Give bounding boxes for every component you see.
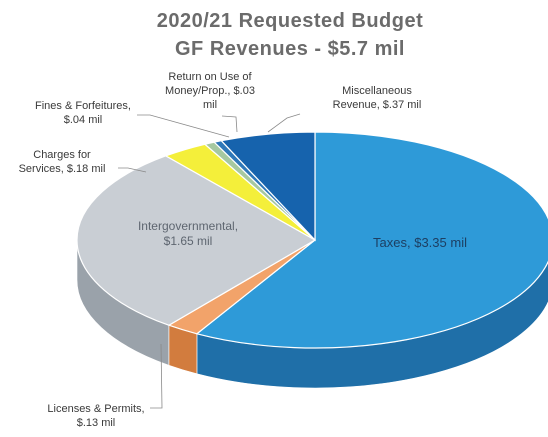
chart-title: 2020/21 Requested Budget: [156, 10, 424, 32]
label-return-on-use: Return on Use of Money/Prop., $.03 mil: [165, 71, 255, 111]
pie-top-faces: [76, 131, 548, 349]
label-licenses: Licenses & Permits, $.13 mil: [47, 403, 145, 429]
leader-charges: [118, 167, 147, 173]
leader-return-on-use: [221, 115, 238, 133]
slice-intergovernmental: [76, 155, 317, 326]
chart-subtitle: GF Revenues - $5.7 mil: [175, 38, 405, 60]
leader-miscellaneous: [267, 113, 301, 133]
leader-licenses: [150, 343, 163, 409]
slice-miscellaneous-revenue: [220, 131, 316, 242]
label-fines: Fines & Forfeitures, $.04 mil: [35, 100, 131, 126]
slice-taxes: [195, 131, 548, 349]
label-miscellaneous: Miscellaneous Revenue, $.37 mil: [332, 85, 422, 111]
label-intergovernmental: Intergovernmental, $1.65 mil: [137, 219, 239, 248]
leader-fines: [137, 114, 230, 138]
label-taxes: Taxes, $3.35 mil: [373, 235, 467, 250]
label-charges: Charges for Services, $.18 mil: [18, 149, 106, 175]
pie-side-walls: [76, 239, 548, 389]
